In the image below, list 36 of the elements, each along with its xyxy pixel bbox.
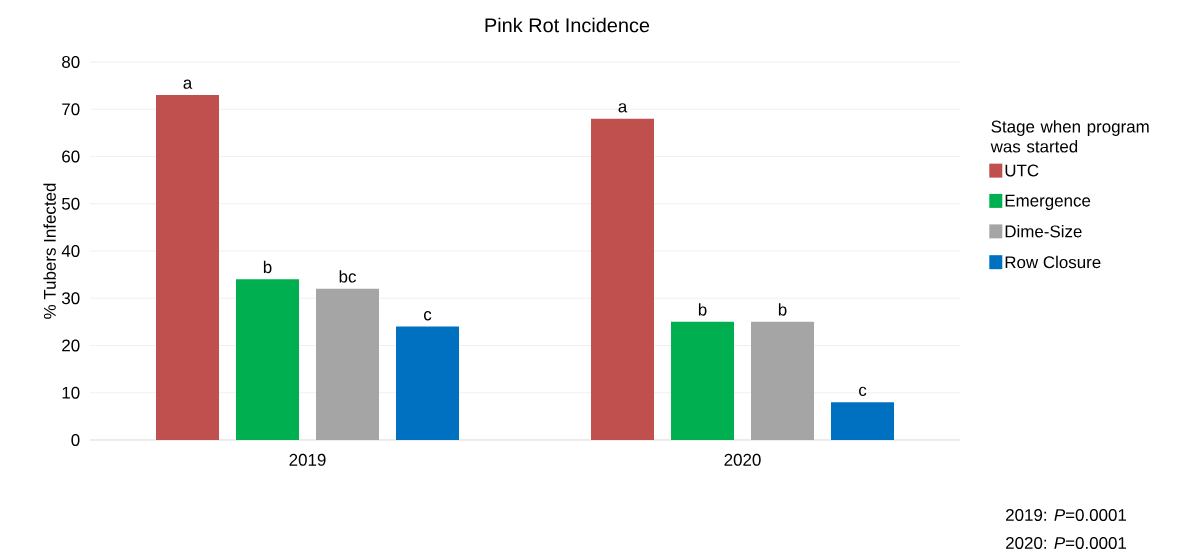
annotation: b (698, 303, 707, 316)
bar (396, 326, 460, 440)
legend-label: Dime-Size (1005, 224, 1082, 238)
text: 2019: P=0.0001 (1006, 508, 1127, 521)
y-tick-label: 60 (62, 150, 80, 163)
legend-label: Row Closure (1005, 255, 1101, 269)
bar (831, 402, 895, 440)
text: 2020: P=0.0001 (1006, 536, 1127, 549)
legend-label: Emergence (1005, 194, 1091, 210)
y-tick-label: 0 (71, 433, 80, 446)
x-tick-label: 2020 (724, 453, 761, 466)
annotation: bc (339, 270, 356, 283)
bar (156, 95, 220, 440)
x-tick-label: 2019 (289, 453, 326, 466)
y-tick-label: 50 (62, 197, 80, 210)
annotation: b (778, 303, 787, 316)
annotation: a (618, 103, 628, 113)
annotation: c (858, 386, 867, 396)
bar (671, 321, 735, 440)
legend-title: Stage when program was started (990, 120, 1149, 153)
y-tick-label: 10 (62, 386, 80, 399)
annotation: c (423, 311, 432, 321)
y-tick-label: 80 (62, 56, 80, 68)
bar (751, 321, 815, 440)
y-tick-label: 40 (61, 244, 80, 257)
chart-title: Pink Rot Incidence (485, 17, 650, 33)
y-tick-label: 20 (62, 339, 80, 352)
y-tick-label: 30 (61, 292, 80, 305)
annotation: a (183, 79, 193, 89)
annotation: b (263, 260, 272, 274)
y-axis-title: % Tubers Infected (43, 183, 56, 319)
y-tick-label: 70 (62, 103, 80, 116)
bar (316, 288, 380, 440)
bar (591, 118, 655, 440)
bar (236, 279, 300, 440)
legend-label: UTC (1005, 164, 1039, 177)
